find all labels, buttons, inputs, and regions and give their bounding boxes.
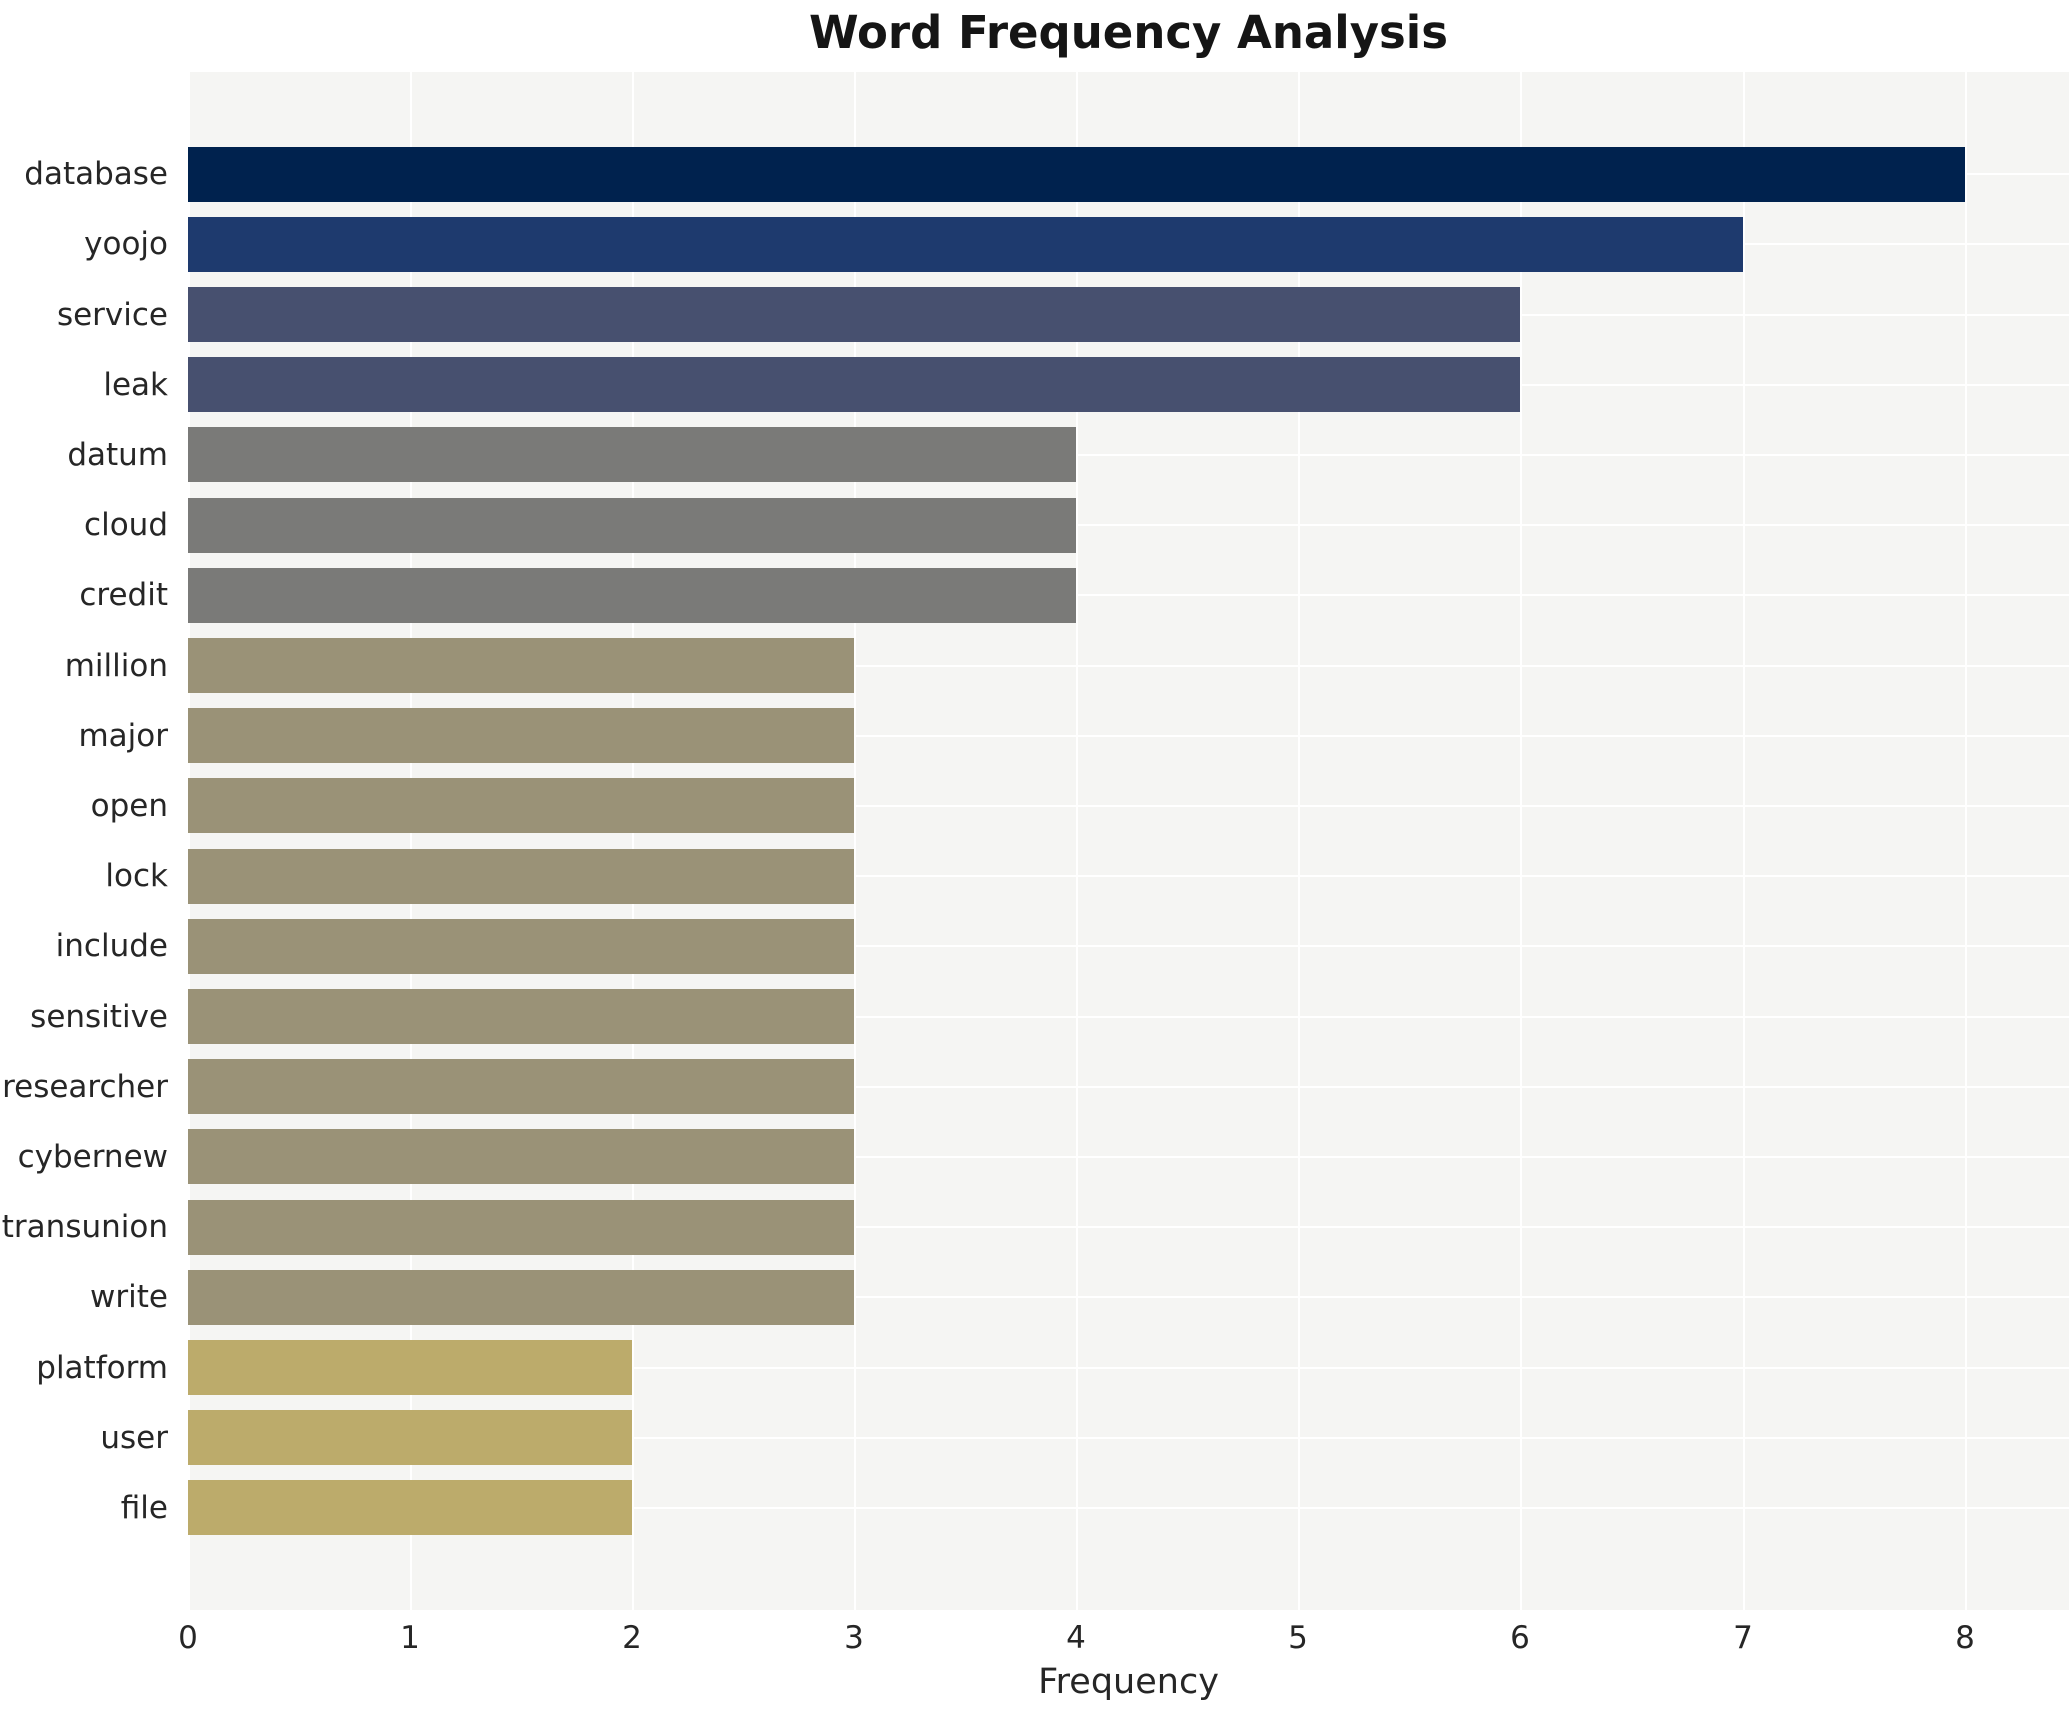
- category-label-sensitive: sensitive: [30, 999, 168, 1035]
- x-tick-label-5: 5: [1288, 1620, 1308, 1656]
- x-tick-label-4: 4: [1066, 1620, 1086, 1656]
- horizontal-gridline: [188, 1367, 2069, 1369]
- horizontal-gridline: [188, 1016, 2069, 1018]
- bar-file: [188, 1480, 632, 1535]
- vertical-gridline: [1965, 72, 1967, 1610]
- category-label-open: open: [90, 788, 168, 824]
- horizontal-gridline: [188, 1296, 2069, 1298]
- horizontal-gridline: [188, 1507, 2069, 1509]
- bar-open: [188, 778, 854, 833]
- x-tick-label-1: 1: [400, 1620, 420, 1656]
- x-tick-label-3: 3: [844, 1620, 864, 1656]
- horizontal-gridline: [188, 805, 2069, 807]
- category-label-researcher: researcher: [2, 1069, 168, 1105]
- x-tick-label-0: 0: [178, 1620, 198, 1656]
- horizontal-gridline: [188, 665, 2069, 667]
- bar-leak: [188, 357, 1520, 412]
- x-tick-label-7: 7: [1733, 1620, 1753, 1656]
- vertical-gridline: [1743, 72, 1745, 1610]
- bar-cloud: [188, 498, 1076, 553]
- x-tick-label-6: 6: [1510, 1620, 1530, 1656]
- vertical-gridline: [410, 72, 412, 1610]
- bar-lock: [188, 849, 854, 904]
- horizontal-gridline: [188, 524, 2069, 526]
- bar-sensitive: [188, 989, 854, 1044]
- horizontal-gridline: [188, 454, 2069, 456]
- category-label-major: major: [78, 718, 168, 754]
- bar-transunion: [188, 1200, 854, 1255]
- category-label-yoojo: yoojo: [84, 226, 168, 262]
- bar-researcher: [188, 1059, 854, 1114]
- bar-major: [188, 708, 854, 763]
- chart-title: Word Frequency Analysis: [808, 6, 1449, 59]
- category-label-service: service: [56, 297, 168, 333]
- horizontal-gridline: [188, 594, 2069, 596]
- category-label-database: database: [24, 156, 168, 192]
- bar-yoojo: [188, 217, 1743, 272]
- horizontal-gridline: [188, 1086, 2069, 1088]
- bar-credit: [188, 568, 1076, 623]
- bar-datum: [188, 427, 1076, 482]
- category-label-cloud: cloud: [84, 507, 168, 543]
- category-label-leak: leak: [103, 367, 168, 403]
- bar-include: [188, 919, 854, 974]
- vertical-gridline: [1076, 72, 1078, 1610]
- horizontal-gridline: [188, 1226, 2069, 1228]
- horizontal-gridline: [188, 875, 2069, 877]
- bar-write: [188, 1270, 854, 1325]
- category-label-transunion: transunion: [1, 1209, 168, 1245]
- horizontal-gridline: [188, 735, 2069, 737]
- bar-million: [188, 638, 854, 693]
- category-label-cybernew: cybernew: [17, 1139, 168, 1175]
- category-label-million: million: [64, 648, 168, 684]
- vertical-gridline: [632, 72, 634, 1610]
- bar-user: [188, 1410, 632, 1465]
- x-tick-label-2: 2: [622, 1620, 642, 1656]
- horizontal-gridline: [188, 945, 2069, 947]
- vertical-gridline: [188, 72, 190, 1610]
- category-label-write: write: [90, 1279, 168, 1315]
- vertical-gridline: [1520, 72, 1522, 1610]
- bar-service: [188, 287, 1520, 342]
- bar-cybernew: [188, 1129, 854, 1184]
- category-label-file: file: [120, 1490, 168, 1526]
- x-axis-label: Frequency: [1038, 1662, 1219, 1702]
- bar-platform: [188, 1340, 632, 1395]
- vertical-gridline: [1298, 72, 1300, 1610]
- bar-database: [188, 147, 1965, 202]
- category-label-include: include: [55, 928, 168, 964]
- category-label-user: user: [100, 1420, 168, 1456]
- vertical-gridline: [854, 72, 856, 1610]
- horizontal-gridline: [188, 1156, 2069, 1158]
- category-label-platform: platform: [36, 1350, 168, 1386]
- category-label-lock: lock: [105, 858, 168, 894]
- horizontal-gridline: [188, 1437, 2069, 1439]
- category-label-credit: credit: [79, 577, 168, 613]
- x-tick-label-8: 8: [1955, 1620, 1975, 1656]
- category-label-datum: datum: [67, 437, 168, 473]
- plot-area: [188, 72, 2069, 1610]
